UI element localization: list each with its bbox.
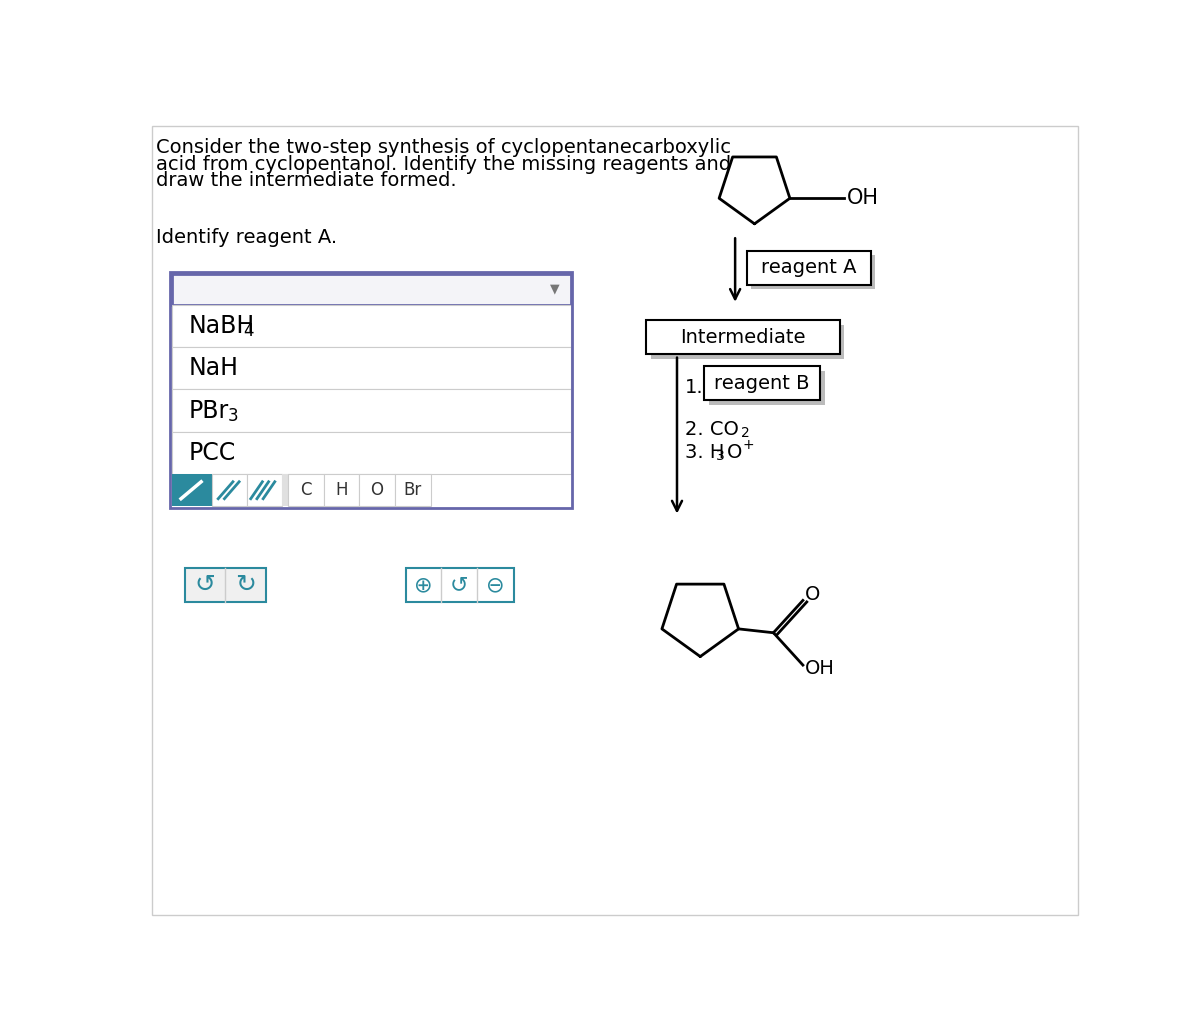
Text: 3: 3 — [715, 448, 725, 463]
Text: NaBH: NaBH — [188, 313, 256, 338]
Bar — [212, 474, 247, 506]
Bar — [172, 305, 571, 347]
Text: ⊖: ⊖ — [486, 575, 504, 595]
Bar — [247, 474, 282, 506]
Bar — [288, 474, 324, 506]
Bar — [406, 568, 515, 602]
Bar — [324, 474, 359, 506]
Text: 4: 4 — [242, 323, 253, 340]
Text: ↺: ↺ — [194, 573, 216, 597]
Bar — [172, 474, 212, 506]
Bar — [646, 320, 840, 354]
Text: reagent B: reagent B — [714, 373, 810, 393]
Bar — [170, 272, 572, 508]
Text: OH: OH — [804, 659, 834, 677]
Bar — [751, 256, 876, 290]
Text: Identify reagent A.: Identify reagent A. — [156, 228, 337, 246]
Bar — [704, 366, 821, 400]
Text: Br: Br — [403, 481, 422, 499]
Bar — [746, 251, 871, 285]
Text: 3: 3 — [228, 407, 238, 425]
Bar — [650, 325, 845, 359]
Text: Consider the two-step synthesis of cyclopentanecarboxylic: Consider the two-step synthesis of cyclo… — [156, 137, 731, 157]
Text: OH: OH — [847, 189, 880, 208]
Text: 2. CO: 2. CO — [685, 421, 739, 439]
Text: H: H — [335, 481, 348, 499]
Bar — [185, 568, 266, 602]
Text: 2: 2 — [740, 426, 749, 439]
Text: 3. H: 3. H — [685, 443, 724, 462]
Text: NaH: NaH — [188, 356, 239, 380]
Text: draw the intermediate formed.: draw the intermediate formed. — [156, 171, 457, 191]
Text: O: O — [727, 443, 742, 462]
Text: +: + — [742, 438, 754, 452]
Text: O: O — [371, 481, 384, 499]
Text: 1.: 1. — [685, 377, 703, 397]
Text: ↻: ↻ — [235, 573, 256, 597]
Bar — [172, 274, 571, 305]
Text: O: O — [804, 585, 820, 604]
Bar — [395, 474, 431, 506]
Text: acid from cyclopentanol. Identify the missing reagents and: acid from cyclopentanol. Identify the mi… — [156, 155, 731, 173]
Bar — [172, 347, 571, 390]
Text: C: C — [300, 481, 312, 499]
Text: ⊕: ⊕ — [414, 575, 433, 595]
Text: PCC: PCC — [188, 441, 236, 465]
Bar — [359, 474, 395, 506]
Bar — [282, 474, 288, 506]
Text: ▼: ▼ — [550, 282, 559, 296]
Bar — [172, 390, 571, 432]
Text: reagent A: reagent A — [761, 258, 857, 277]
Text: ↺: ↺ — [450, 575, 468, 595]
Bar — [709, 371, 826, 405]
Bar — [172, 432, 571, 474]
Text: Intermediate: Intermediate — [680, 328, 805, 346]
Text: PBr: PBr — [188, 399, 229, 423]
